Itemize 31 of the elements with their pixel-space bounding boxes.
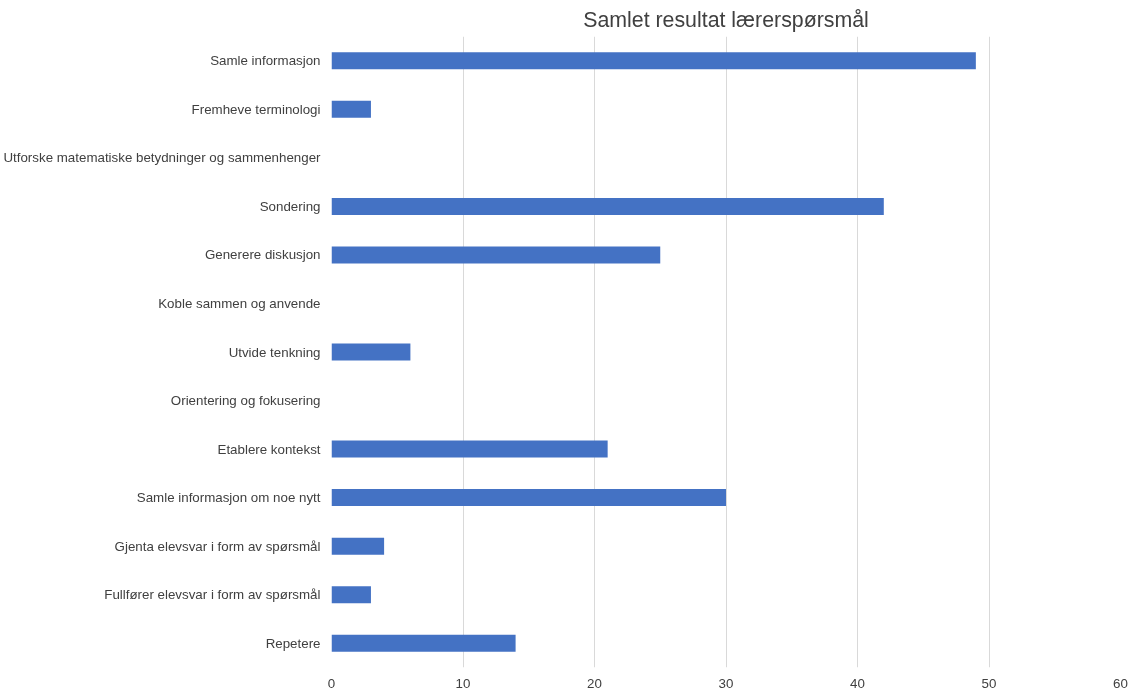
x-tick-label: 60 [1113,675,1128,691]
x-tick-label: 20 [587,675,602,691]
y-tick-label: Samle informasjon om noe nytt [136,490,321,506]
x-tick-label: 30 [718,675,734,691]
x-tick-label: 50 [981,675,997,691]
y-tick-label: Koble sammen og anvende [158,295,321,311]
chart-title: Samlet resultat lærerspørsmål [583,7,869,32]
bar [331,489,726,507]
bar [331,343,411,361]
x-tick-label: 40 [850,675,865,691]
bar [331,52,976,70]
bar [331,246,661,264]
x-tick-label: 0 [327,675,336,691]
y-tick-label: Fullfører elevsvar i form av spørsmål [104,587,321,603]
y-tick-label: Gjenta elevsvar i form av spørsmål [114,538,321,554]
bar [331,537,385,555]
bar [331,100,371,118]
bar [331,440,608,458]
y-tick-label: Fremheve terminologi [191,101,321,117]
y-tick-label: Etablere kontekst [217,441,321,457]
y-tick-label: Utvide tenkning [228,344,321,360]
bar [331,586,371,604]
y-tick-label: Samle informasjon [210,53,321,69]
y-tick-label: Utforske matematiske betydninger og sammenhenger [3,150,322,166]
y-tick-label: Orientering og fokusering [170,393,321,409]
bar [331,634,516,652]
y-tick-label: Sondering [259,198,321,214]
y-tick-label: Generere diskusjon [204,247,321,263]
x-tick-label: 10 [455,675,471,691]
bar [331,197,884,215]
y-tick-label: Repetere [265,635,321,651]
